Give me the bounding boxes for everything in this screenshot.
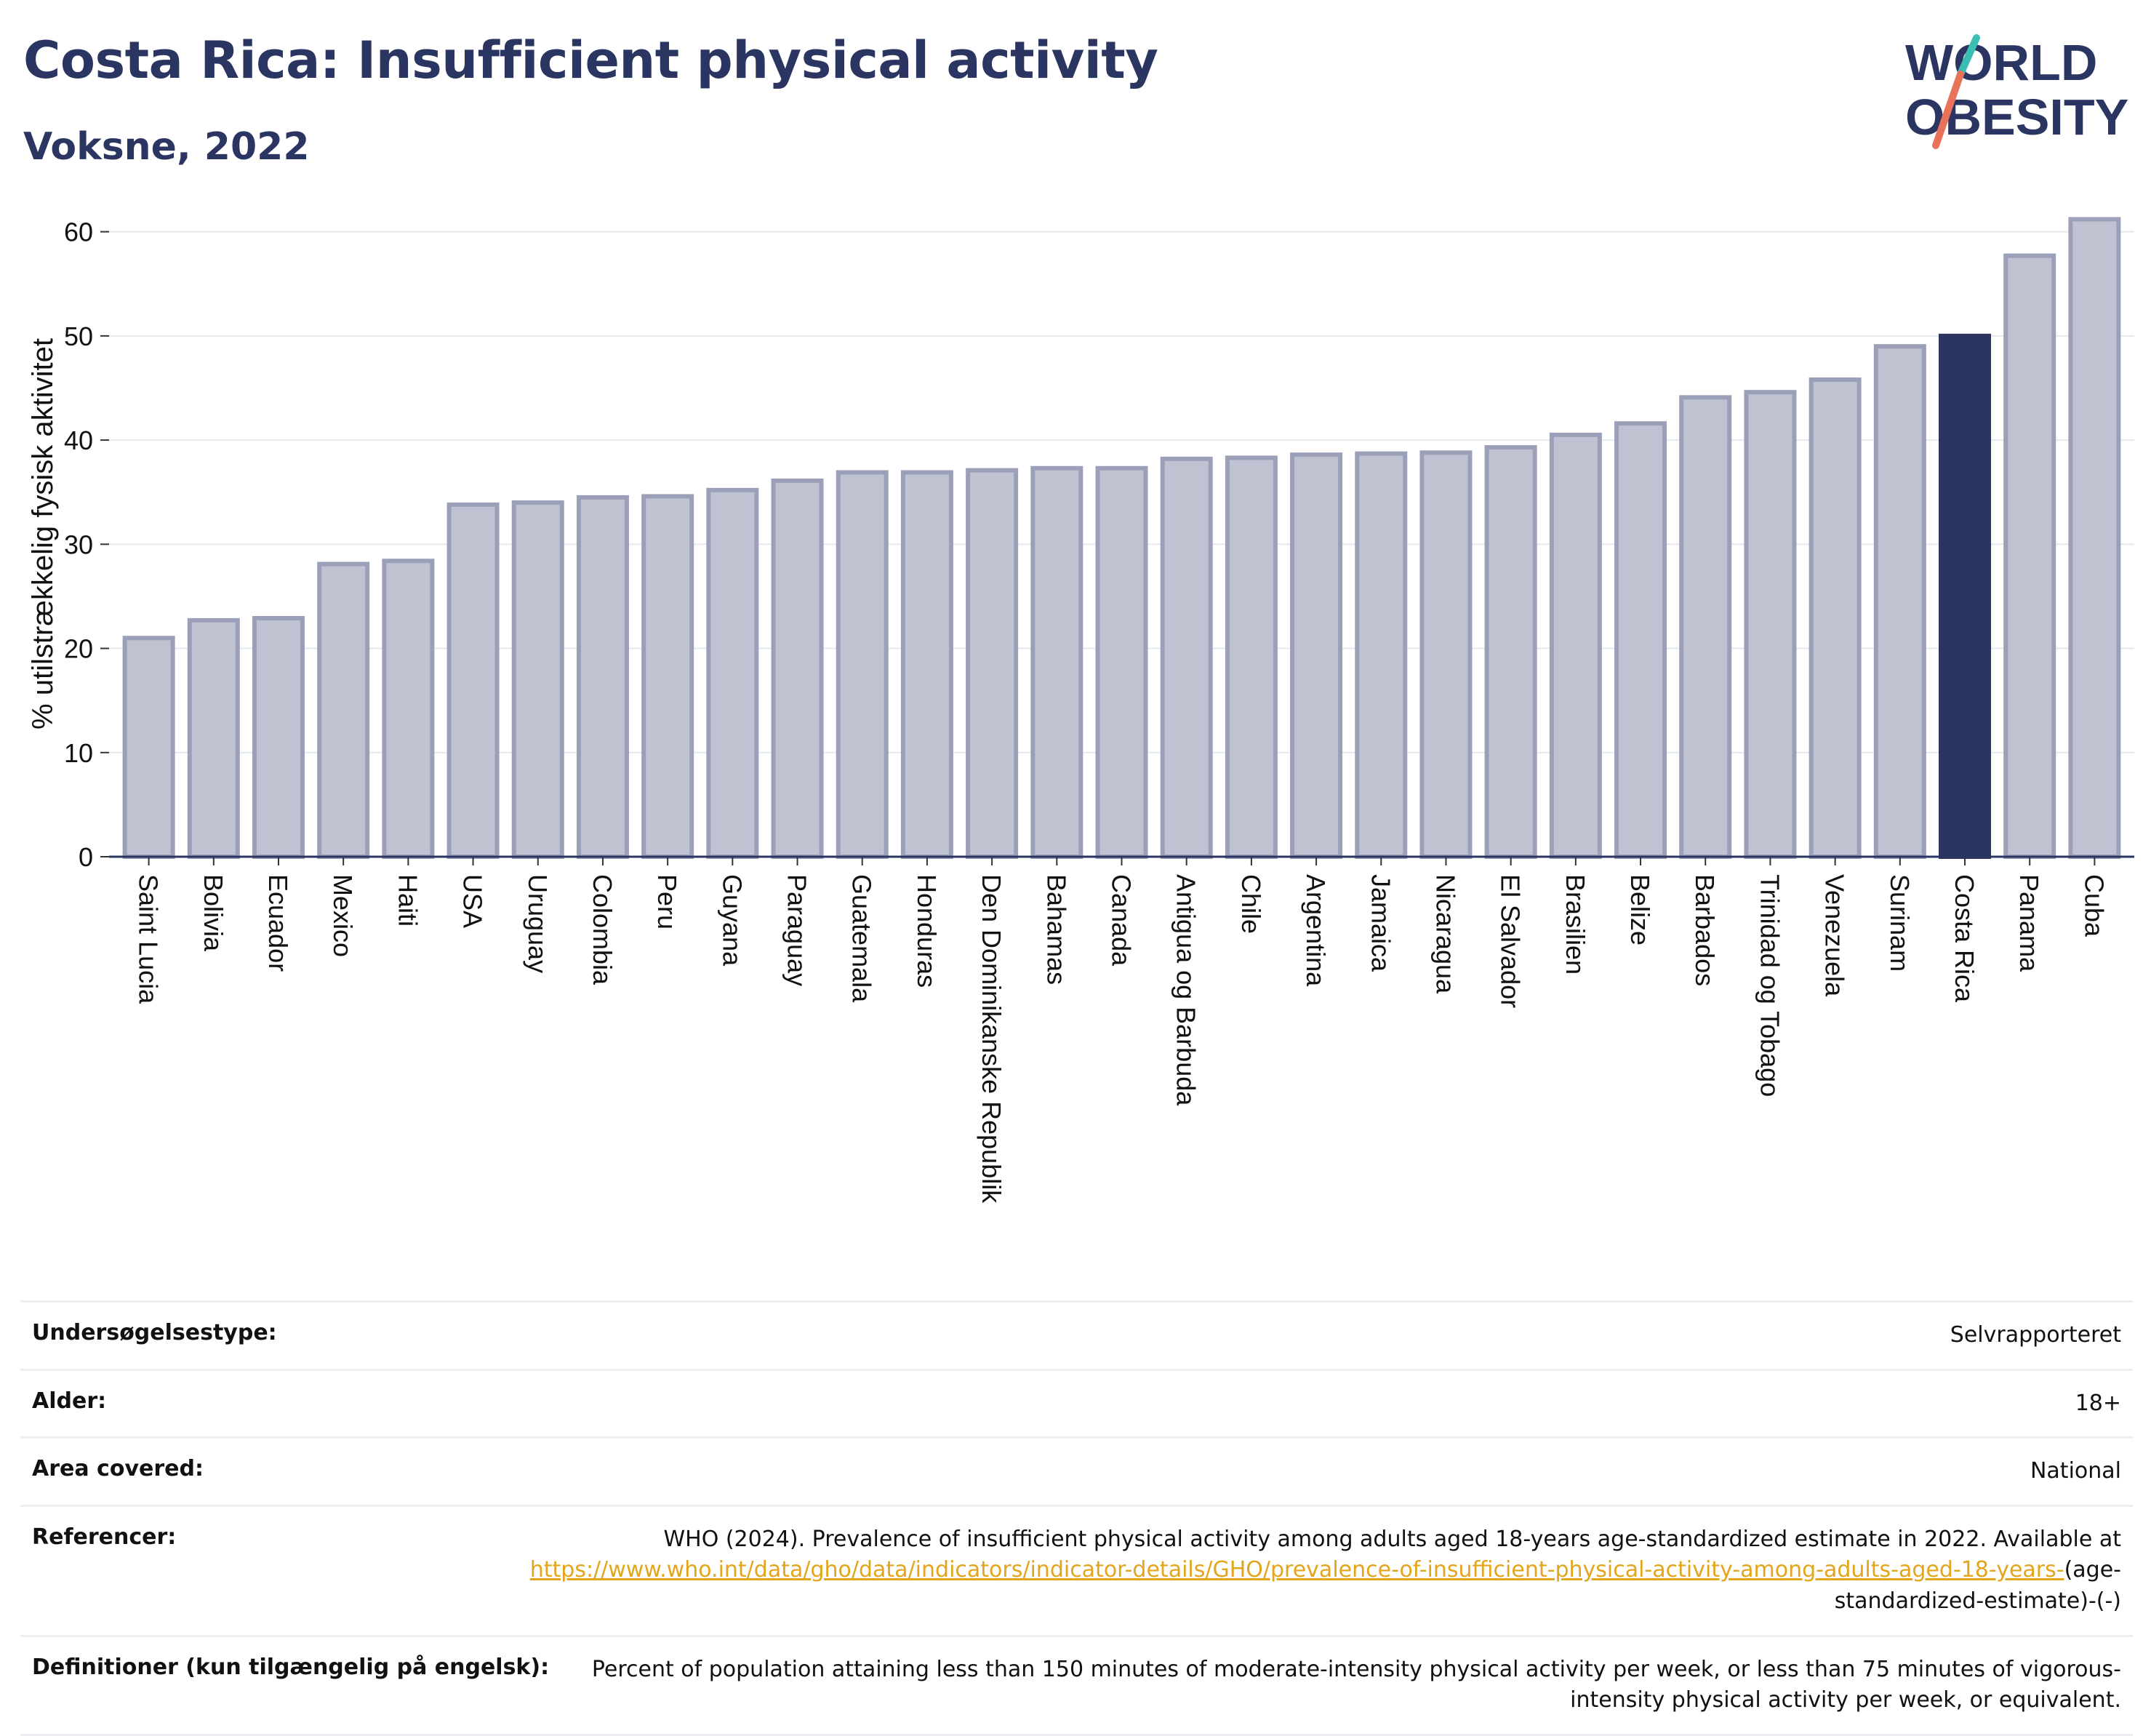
y-tick-label: 0 [79, 842, 93, 872]
bar-haiti [382, 559, 435, 859]
x-tick-label: Guyana [717, 874, 747, 967]
x-tick-label: Bolivia [199, 874, 228, 952]
detail-label: Undersøgelsestype: [32, 1320, 277, 1345]
bar-chart: 0 10 20 30 40 50 60 Saint Lucia Bolivia Ecuador Me… [27, 217, 2134, 1204]
x-tick-label: Panama [2014, 874, 2044, 972]
bars [122, 217, 2121, 860]
bar-canada [1095, 465, 1148, 859]
bar-bolivia [187, 617, 240, 860]
detail-value: 18+ [2075, 1390, 2121, 1416]
bar-costa-rica [1939, 333, 1992, 859]
detail-value: Percent of population attaining less tha… [591, 1656, 2121, 1713]
bar-barbados [1679, 395, 1732, 859]
detail-label: Referencer: [32, 1524, 177, 1550]
x-tick-label: Costa Rica [1950, 874, 1979, 1003]
x-tick-label: Jamaica [1366, 874, 1395, 972]
bar-antigua-og-barbuda [1160, 456, 1213, 859]
y-tick-label: 60 [64, 217, 93, 247]
bar-usa [446, 502, 500, 860]
x-tick-label: El Salvador [1496, 874, 1526, 1008]
logo-slash-teal [1957, 34, 1980, 78]
bar-peru [641, 494, 694, 859]
bar-guyana [706, 487, 759, 859]
bar-jamaica [1355, 451, 1408, 859]
x-tick-label: Mexico [328, 874, 358, 957]
y-tick-label: 50 [64, 321, 93, 351]
bar-belize [1614, 421, 1667, 859]
bar-chile [1225, 455, 1278, 859]
world-obesity-logo: WORLD OBESITY [1905, 34, 2128, 149]
detail-label: Area covered: [32, 1456, 204, 1482]
x-tick-label: Haiti [393, 874, 422, 927]
detail-value: National [2030, 1458, 2121, 1484]
bar-trinidad-og-tobago [1744, 390, 1797, 859]
detail-row-survey-type: Undersøgelsestype: Selvrapporteret [20, 1300, 2133, 1369]
x-tick-label: Trinidad og Tobago [1755, 874, 1785, 1097]
detail-row-area: Area covered: National [20, 1436, 2133, 1505]
y-axis-label: % utilstrækkelig fysisk aktivitet [27, 338, 59, 729]
bar-honduras [900, 470, 953, 859]
bar-el-salvador [1484, 445, 1537, 859]
x-tick-label: Argentina [1301, 874, 1331, 987]
x-tick-label: Ecuador [263, 874, 293, 972]
detail-row-age: Alder: 18+ [20, 1368, 2133, 1437]
detail-label: Definitioner (kun tilgængelig på engelsk… [32, 1654, 550, 1680]
bar-guatemala [836, 470, 889, 859]
detail-value: Selvrapporteret [1950, 1322, 2121, 1348]
x-tick-label: Peru [652, 874, 682, 929]
bar-nicaragua [1419, 450, 1473, 859]
y-tick-label: 30 [64, 529, 93, 559]
x-tick-label: Cuba [2079, 874, 2109, 937]
page-title: Costa Rica: Insufficient physical activi… [23, 31, 1158, 90]
y-tick-label: 40 [64, 425, 93, 455]
x-tick-label: USA [458, 874, 488, 928]
reference-text: WHO (2024). Prevalence of insufficient p… [663, 1526, 2121, 1552]
bar-mexico [317, 561, 370, 859]
detail-row-references: Referencer: WHO (2024). Prevalence of in… [20, 1504, 2133, 1635]
x-tick-label: Nicaragua [1430, 874, 1460, 994]
x-tick-label: Colombia [588, 874, 617, 985]
detail-value: WHO (2024). Prevalence of insufficient p… [521, 1524, 2121, 1617]
bar-panama [2003, 253, 2056, 859]
x-tick-label: Guatemala [847, 874, 877, 1003]
x-tick-label: Honduras [912, 874, 942, 988]
x-tick-label: Canada [1107, 874, 1137, 967]
x-tick-label: Venezuela [1820, 874, 1850, 997]
logo-slash-coral [1932, 71, 1964, 149]
bar-argentina [1290, 452, 1343, 859]
bar-den-dominikanske-republik [966, 468, 1019, 859]
x-tick-label: Saint Lucia [134, 874, 164, 1004]
bar-bahamas [1030, 465, 1083, 859]
x-tick-label: Uruguay [523, 874, 553, 973]
bar-surinam [1873, 344, 1926, 859]
bar-uruguay [511, 500, 564, 860]
y-tick-label: 20 [64, 634, 93, 664]
bar-brasilien [1549, 432, 1602, 859]
bar-venezuela [1808, 377, 1862, 859]
bar-cuba [2068, 217, 2121, 859]
x-tick-label: Brasilien [1561, 874, 1590, 975]
y-tick-label: 10 [64, 738, 93, 768]
details-table: Undersøgelsestype: Selvrapporteret Alder… [20, 1300, 2133, 1736]
detail-label: Alder: [32, 1388, 107, 1414]
bar-saint-lucia [122, 636, 175, 860]
reference-suffix: (age-standardized-estimate)-(-) [1834, 1557, 2121, 1614]
x-tick-label: Paraguay [782, 874, 812, 986]
reference-link[interactable]: https://www.who.int/data/gho/data/indica… [529, 1557, 2064, 1583]
bar-paraguay [771, 478, 824, 859]
x-tick-label: Chile [1236, 874, 1266, 934]
x-tick-label: Barbados [1690, 874, 1720, 986]
x-tick-label: Antigua og Barbuda [1171, 874, 1201, 1106]
x-tick-label: Den Dominikanske Republik [977, 874, 1006, 1204]
axes: 0 10 20 30 40 50 60 Saint Lucia Bolivia Ecuador Me… [64, 217, 2134, 1204]
x-tick-label: Bahamas [1041, 874, 1071, 985]
x-tick-label: Belize [1625, 874, 1655, 945]
bar-ecuador [252, 616, 305, 859]
page-subtitle: Voksne, 2022 [23, 125, 310, 169]
bar-colombia [576, 495, 629, 859]
x-tick-label: Surinam [1885, 874, 1915, 972]
logo-line-1: WORLD [1905, 34, 2097, 91]
detail-row-definitions: Definitioner (kun tilgængelig på engelsk… [20, 1634, 2133, 1736]
